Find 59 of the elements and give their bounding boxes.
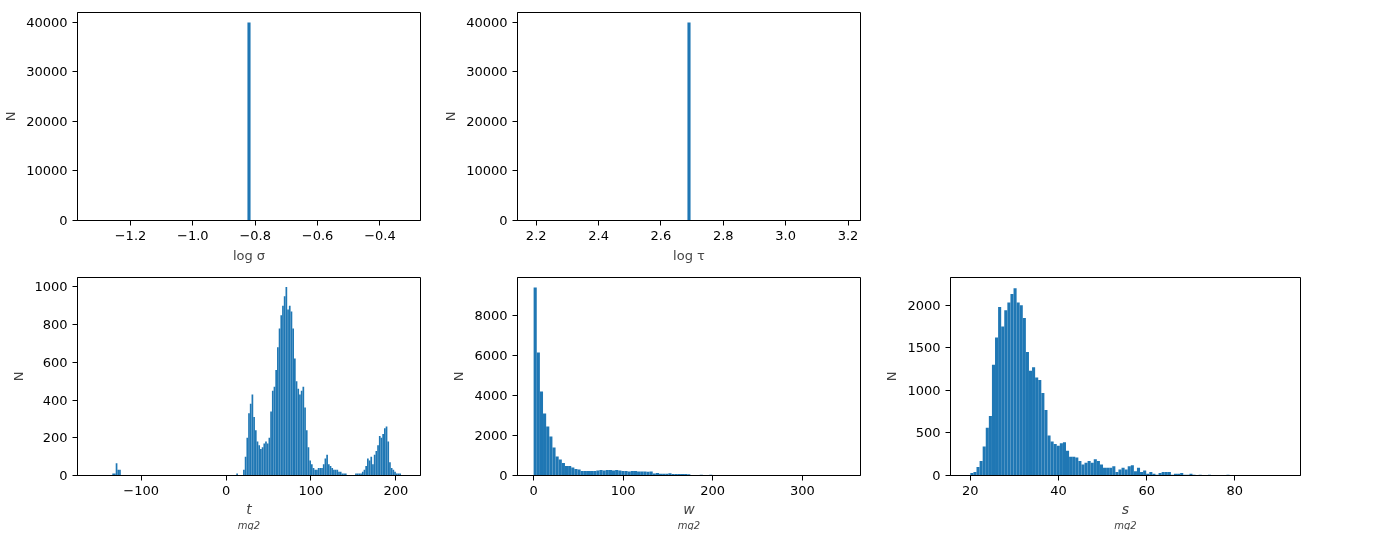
x-tick-label: 200 [700, 482, 726, 498]
x-tick-label: 80 [1226, 482, 1244, 498]
y-tick-label: 0 [499, 468, 508, 483]
x-axis-title: wmg2 [677, 500, 701, 531]
x-axis-title: smg2 [1114, 500, 1137, 531]
x-axis-title: log τ [673, 247, 706, 263]
x-axis-title: log σ [232, 247, 266, 263]
x-tick-label: 0 [529, 482, 538, 498]
y-axis-title: N [884, 371, 900, 382]
x-tick-label: 0 [221, 482, 231, 498]
y-tick-label: 1000 [34, 279, 68, 295]
y-tick-label: 40000 [466, 14, 508, 30]
x-tick-label: 3.0 [775, 227, 797, 243]
y-tick-label: 30000 [466, 64, 508, 80]
x-tick-label: 20 [962, 482, 979, 498]
x-tick-label: 2.4 [588, 227, 609, 243]
x-tick-label: 200 [383, 482, 409, 498]
x-tick-label: 2.6 [650, 227, 672, 243]
y-tick-label: 1500 [907, 340, 941, 356]
x-tick-label: 2.2 [525, 227, 547, 243]
y-tick-label: 40000 [26, 14, 68, 30]
y-tick-label: 4000 [474, 388, 508, 403]
y-tick-label: 0 [59, 468, 68, 483]
x-tick-label: −0.6 [301, 227, 334, 243]
y-tick-label: 6000 [474, 348, 508, 363]
y-axis-title: N [451, 371, 467, 382]
x-tick-label: −1.2 [114, 227, 147, 243]
y-tick-label: 200 [42, 430, 68, 446]
y-tick-label: 30000 [26, 64, 68, 80]
x-tick-label: 40 [1050, 482, 1067, 498]
y-tick-label: 500 [915, 425, 941, 441]
y-tick-label: 20000 [466, 113, 508, 129]
y-axis-title: N [3, 111, 19, 122]
y-axis-title: N [443, 111, 459, 122]
y-tick-label: 1000 [907, 382, 941, 398]
y-tick-label: 0 [499, 213, 508, 228]
y-tick-label: 20000 [26, 113, 68, 129]
x-tick-label: −0.4 [364, 227, 396, 243]
y-tick-label: 2000 [474, 428, 508, 443]
y-tick-label: 400 [42, 392, 68, 408]
y-tick-label: 800 [42, 317, 68, 333]
y-tick-label: 0 [932, 468, 941, 483]
y-tick-label: 10000 [26, 163, 68, 179]
y-tick-label: 600 [42, 354, 68, 370]
y-tick-label: 10000 [466, 163, 508, 179]
x-tick-label: 3.2 [837, 227, 859, 243]
x-tick-label: −100 [123, 482, 160, 498]
y-tick-label: 2000 [907, 297, 941, 313]
x-tick-label: 100 [610, 482, 636, 498]
y-axis-title: N [11, 371, 27, 382]
x-tick-label: 300 [789, 482, 815, 498]
x-tick-label: −1.0 [177, 227, 209, 243]
x-tick-label: −0.8 [239, 227, 272, 243]
x-tick-label: 100 [298, 482, 324, 498]
y-tick-label: 8000 [474, 308, 508, 323]
y-tick-label: 0 [59, 213, 68, 228]
x-axis-title: tmg2 [237, 500, 261, 531]
x-tick-label: 60 [1138, 482, 1155, 498]
x-tick-label: 2.8 [712, 227, 734, 243]
